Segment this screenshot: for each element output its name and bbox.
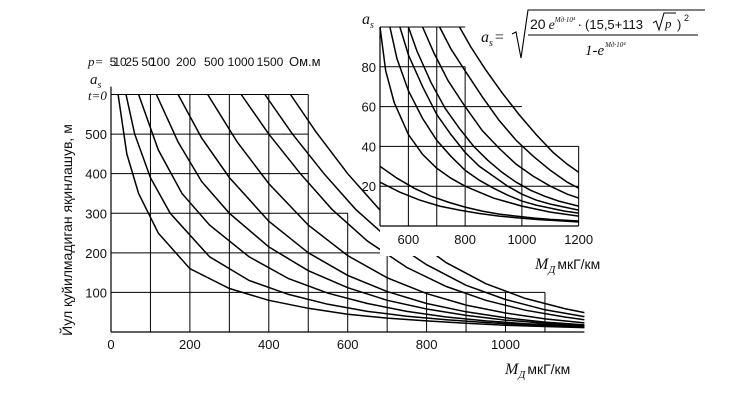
formula-inner-sqrt-sign xyxy=(652,12,676,32)
main-axis-note: t=0 xyxy=(88,88,107,103)
main-curve-p-200 xyxy=(207,94,585,324)
formula-den: 1-e xyxy=(585,43,604,59)
main-x-tick-label: 800 xyxy=(416,337,438,352)
main-curve-p-50 xyxy=(155,94,585,327)
formula-lhs: as = xyxy=(481,29,504,49)
inset-curve-c4 xyxy=(407,26,579,207)
main-x-tick-label: 200 xyxy=(179,337,201,352)
p-label: 10 xyxy=(113,55,127,69)
formula: as = 20 eMд·10⁴ · (15,5+113 p ) 2 1-eMд·10⁴ xyxy=(481,9,705,59)
formula-num-exp: Mд·10⁴ xyxy=(554,16,576,24)
formula-num-bracket: (15,5+113 xyxy=(585,17,643,32)
main-y-tick-label: 200 xyxy=(85,246,107,261)
main-axes xyxy=(110,86,585,333)
inset-x-symbol: M xyxy=(534,256,550,273)
inset-background xyxy=(380,28,590,256)
inset-curve-c3 xyxy=(399,26,579,211)
formula-sqrt-sign xyxy=(511,9,705,59)
inset-curve-c7 xyxy=(458,26,580,173)
inset-tick-labels: 600 800 1000 1200 20 40 60 80 xyxy=(362,60,594,247)
inset-x-tick-label: 600 xyxy=(398,232,420,247)
main-tick-labels: 0 200 400 600 800 1000 100 200 300 400 500 xyxy=(85,127,520,352)
inset-curve-c8 xyxy=(379,165,579,222)
main-x-symbol: M xyxy=(504,361,520,378)
formula-lhs-sub: s xyxy=(489,38,493,49)
formula-num-e: e xyxy=(549,18,555,33)
inset-y-tick-label: 40 xyxy=(362,139,376,154)
main-axis-symbol-sub: s xyxy=(98,80,102,91)
main-x-tick-label: 0 xyxy=(107,337,114,352)
inset-axis-symbol: as xyxy=(362,11,374,31)
formula-bracket-close: ) xyxy=(677,17,681,32)
inset-x-sub: Д xyxy=(547,264,556,276)
main-curve-p-500 xyxy=(240,94,585,321)
p-label: 1000 xyxy=(228,55,255,69)
inset-x-tick-label: 800 xyxy=(454,232,476,247)
inset-y-tick-label: 60 xyxy=(362,100,376,115)
p-unit: Ом.м xyxy=(289,54,321,69)
inset-axes xyxy=(379,26,579,227)
main-axis-symbol: as xyxy=(90,72,102,91)
main-curve-p-5 xyxy=(117,94,585,329)
inset-grid xyxy=(380,27,580,226)
formula-den-exp: Mд·10⁴ xyxy=(604,41,626,49)
p-label: 5 xyxy=(110,55,117,69)
main-x-tick-label: 1000 xyxy=(491,337,520,352)
main-x-axis-title: MД мкГ/км xyxy=(504,361,570,381)
formula-num-dot: · xyxy=(577,16,582,32)
inset-curves xyxy=(379,26,580,223)
formula-denominator: 1-eMд·10⁴ xyxy=(585,41,626,59)
p-label: 100 xyxy=(150,55,170,69)
main-curve-p-10 xyxy=(125,94,585,328)
main-x-sub: Д xyxy=(517,369,526,381)
p-label: 25 xyxy=(125,55,139,69)
inset-curve-c5 xyxy=(421,26,579,199)
inset-axis-symbol-sub: s xyxy=(370,20,374,31)
p-prefix: p= xyxy=(87,54,103,69)
inset-curve-c9 xyxy=(379,181,579,223)
formula-lhs-a: a xyxy=(481,29,489,46)
main-x-tick-label: 600 xyxy=(337,337,359,352)
main-axis-symbol-a: a xyxy=(90,72,98,88)
main-x-tick-label: 400 xyxy=(258,337,280,352)
main-y-tick-label: 100 xyxy=(85,285,107,300)
inset-x-unit: мкГ/км xyxy=(557,256,600,272)
main-y-tick-label: 500 xyxy=(85,127,107,142)
inset-x-tick-label: 1200 xyxy=(564,232,593,247)
main-curve-p-25 xyxy=(137,94,585,327)
main-x-unit: мкГ/км xyxy=(527,361,570,377)
p-label: 200 xyxy=(176,55,196,69)
inset-y-tick-label: 20 xyxy=(362,179,376,194)
p-label: 50 xyxy=(141,55,155,69)
formula-sqrt-arg: p xyxy=(664,16,672,31)
formula-numerator: 20 eMд·10⁴ · (15,5+113 xyxy=(530,16,643,33)
inset-curve-c2 xyxy=(389,26,579,214)
inset-axis-symbol-a: a xyxy=(362,11,370,28)
inset-x-axis-title: MД мкГ/км xyxy=(534,256,600,276)
inset-curve-c6 xyxy=(438,26,580,189)
main-y-tick-label: 300 xyxy=(85,206,107,221)
formula-power: 2 xyxy=(684,13,689,23)
inset-curve-c1 xyxy=(379,26,579,217)
formula-num-coef: 20 xyxy=(530,16,546,32)
inset-x-tick-label: 1000 xyxy=(507,232,536,247)
p-label: 1500 xyxy=(257,55,284,69)
formula-eq: = xyxy=(495,29,504,46)
main-curve-p-100 xyxy=(177,94,585,326)
main-y-axis-title: Йул қуйилмадиган яқинлашув, м xyxy=(58,124,75,336)
inset-y-tick-label: 80 xyxy=(362,60,376,75)
main-y-tick-label: 400 xyxy=(85,167,107,182)
p-label: 500 xyxy=(204,55,224,69)
